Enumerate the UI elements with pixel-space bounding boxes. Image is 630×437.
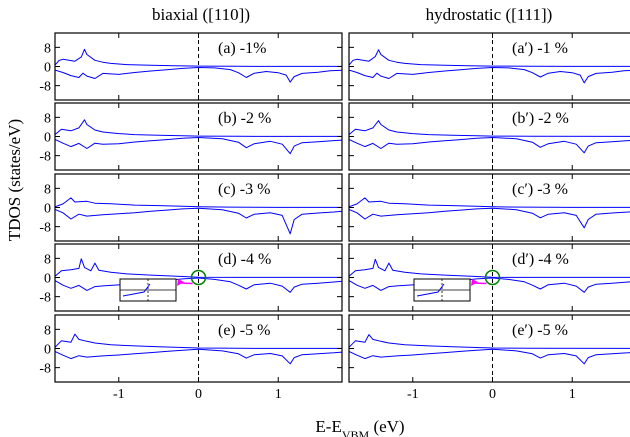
y-tick-label: 0 [44, 61, 51, 76]
tdos-down-curve [349, 207, 630, 229]
x-axis-title-unit: (eV) [369, 417, 404, 436]
tdos-up-curve [349, 334, 630, 349]
tdos-up-curve [349, 120, 630, 137]
y-tick-label: -8 [39, 291, 51, 306]
column-title-biaxial: biaxial ([110]) [152, 5, 250, 24]
tdos-up-curve [349, 197, 630, 208]
zoom-inset [119, 278, 177, 302]
tdos-panel: 8 0 -8 (a) -1% [39, 32, 343, 101]
tdos-down-curve [349, 277, 630, 293]
zoom-inset [413, 278, 471, 302]
x-axis-title-subscript: VBM [342, 428, 370, 437]
y-tick-label: -8 [39, 362, 51, 377]
y-tick-label: 8 [44, 252, 51, 267]
tdos-panel: 8 0 -8 -1 0 1 (e) -5 % [39, 314, 343, 402]
vbm-highlight-circle [484, 269, 501, 286]
panel-label: (e) -5 % [218, 322, 270, 339]
tdos-panel: 8 0 -8 (d) -4 % [39, 243, 343, 312]
tdos-up-curve [55, 333, 342, 349]
tdos-up-curve [349, 258, 630, 278]
tdos-panel: (d′) -4 % [348, 243, 630, 312]
panel-grid: 8 0 -8 (a) -1% (a′) -1 % 8 0 -8 (b) -2 % (b′) -2 … [39, 32, 630, 402]
x-tick-label: -1 [113, 387, 125, 402]
tdos-down-curve [349, 67, 630, 84]
panel-label: (e′) -5 % [512, 322, 568, 339]
tdos-panel: (a′) -1 % [348, 32, 630, 101]
tdos-up-curve [349, 49, 630, 67]
y-tick-label: 8 [44, 111, 51, 126]
tdos-up-curve [55, 197, 342, 208]
tdos-down-curve [349, 348, 630, 365]
tdos-down-curve [55, 348, 342, 365]
zoom-arrow-head [177, 279, 184, 286]
y-tick-label: 0 [44, 131, 51, 146]
y-tick-label: 8 [44, 323, 51, 338]
tdos-down-curve [55, 67, 342, 83]
panel-label: (b) -2 % [218, 110, 271, 127]
x-axis-title: E-EVBM (eV) [315, 417, 404, 437]
tdos-panel: (c′) -3 % [348, 173, 630, 242]
vbm-highlight-circle [190, 269, 207, 286]
panel-label: (c) -3 % [218, 181, 270, 198]
tdos-down-curve [349, 137, 630, 154]
panel-label: (a) -1% [218, 40, 266, 57]
y-tick-label: 8 [44, 182, 51, 197]
x-axis-title-main: E-E [315, 417, 341, 436]
y-axis-title: TDOS (states/eV) [5, 119, 24, 241]
x-tick-label: 1 [275, 387, 282, 402]
x-tick-label: 1 [569, 387, 576, 402]
tdos-panel: -1 0 1 (e′) -5 % [348, 314, 630, 402]
y-tick-label: -8 [39, 221, 51, 236]
tdos-panel: (b′) -2 % [348, 102, 630, 171]
panel-label: (d′) -4 % [512, 251, 569, 268]
zoom-arrow-head [471, 279, 478, 286]
tdos-down-curve [55, 207, 342, 235]
tdos-up-curve [55, 48, 342, 67]
tdos-panel: 8 0 -8 (b) -2 % [39, 102, 343, 171]
tdos-up-curve [55, 258, 342, 278]
x-tick-label: -1 [407, 387, 419, 402]
tdos-panel: 8 0 -8 (c) -3 % [39, 173, 343, 242]
x-tick-label: 0 [489, 387, 496, 402]
panel-label: (c′) -3 % [512, 181, 568, 198]
y-tick-label: 0 [44, 272, 51, 287]
tdos-down-curve [55, 137, 342, 155]
panel-label: (b′) -2 % [512, 110, 569, 127]
y-tick-label: 0 [44, 343, 51, 358]
y-tick-label: -8 [39, 150, 51, 165]
x-tick-label: 0 [195, 387, 202, 402]
y-tick-label: -8 [39, 80, 51, 95]
y-tick-label: 8 [44, 41, 51, 56]
tdos-down-curve [55, 277, 342, 293]
tdos-up-curve [55, 119, 342, 137]
y-tick-label: 0 [44, 202, 51, 217]
column-title-hydrostatic: hydrostatic ([111]) [426, 5, 553, 24]
panel-label: (d) -4 % [218, 251, 271, 268]
panel-label: (a′) -1 % [512, 40, 568, 57]
